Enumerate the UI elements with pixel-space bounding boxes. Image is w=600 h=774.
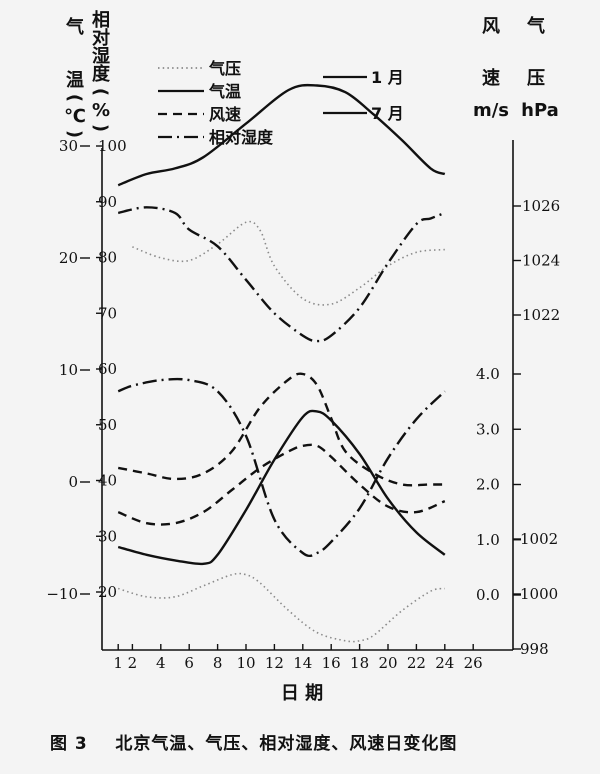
legend-label: 相对湿度	[209, 128, 274, 147]
humidity-title-char: 度	[92, 63, 111, 85]
wind-tick-label: 4.0	[476, 365, 500, 383]
humidity-tick-label: 20	[98, 583, 117, 601]
legend-label: 气压	[208, 59, 241, 78]
temperature-tick-label: 20	[59, 249, 78, 267]
series-line-7	[117, 372, 445, 487]
pressure-unit: hPa	[521, 100, 559, 121]
x-axis-label: 日 期	[281, 683, 323, 704]
axis-ticks: 3020100−1010090807060504030204.03.02.01.…	[46, 137, 560, 672]
humidity-tick-label: 40	[98, 472, 117, 490]
temperature-tick-label: 10	[59, 361, 78, 379]
humidity-tick-label: 30	[98, 527, 117, 545]
x-tick-label: 16	[322, 654, 341, 672]
legend-month-label: 7 月	[371, 104, 404, 123]
x-tick-label: 12	[265, 654, 284, 672]
series-line-1	[132, 220, 445, 306]
humidity-title-char: (	[90, 88, 111, 96]
temperature-title-char: (	[64, 94, 85, 102]
wind-title-char: 风	[482, 16, 500, 37]
series-line-5	[117, 409, 446, 566]
humidity-tick-label: 90	[98, 193, 117, 211]
pressure-tick-label: 1024	[522, 252, 560, 270]
humidity-tick-label: 70	[98, 304, 117, 322]
humidity-tick-label: 50	[98, 416, 117, 434]
humidity-tick-label: 60	[98, 360, 117, 378]
x-tick-label: 26	[464, 654, 483, 672]
wind-tick-label: 0.0	[476, 586, 500, 604]
figure-caption: 图 3 北京气温、气压、相对湿度、风速日变化图	[50, 733, 457, 754]
series-line-6	[117, 443, 446, 526]
pressure-tick-label: 1022	[522, 306, 560, 324]
pressure-tick-label: 1000	[520, 585, 558, 603]
temperature-title-char: ℃	[64, 106, 86, 127]
series-line-3	[117, 206, 446, 343]
wind-unit: m/s	[473, 100, 509, 121]
x-tick-label: 8	[213, 654, 223, 672]
humidity-title-char: 对	[92, 27, 110, 49]
humidity-title-char: )	[90, 124, 111, 132]
pressure-tick-label: 998	[520, 640, 549, 658]
x-tick-label: 20	[378, 654, 397, 672]
temperature-tick-label: −10	[46, 585, 78, 603]
humidity-tick-label: 100	[98, 137, 127, 155]
wind-tick-label: 1.0	[476, 531, 500, 549]
wind-tick-label: 2.0	[476, 476, 500, 494]
x-tick-label: 10	[236, 654, 255, 672]
humidity-tick-label: 80	[98, 249, 117, 267]
x-tick-label: 18	[350, 654, 369, 672]
humidity-title-char: 相	[92, 10, 110, 31]
wind-title-char: 速	[482, 67, 500, 89]
series-line-8	[117, 377, 446, 558]
x-tick-label: 2	[128, 654, 138, 672]
plot-frame	[101, 140, 514, 651]
wind-tick-label: 3.0	[476, 420, 500, 438]
series-layer	[117, 83, 446, 643]
temperature-title-char: 气	[65, 16, 84, 38]
pressure-title-char: 气	[526, 15, 545, 37]
humidity-title-char: %	[92, 100, 110, 121]
series-line-4	[117, 572, 445, 643]
pressure-title-char: 压	[527, 68, 545, 89]
x-tick-label: 4	[156, 654, 166, 672]
pressure-tick-label: 1002	[520, 530, 558, 548]
temperature-title-char: 温	[66, 70, 84, 91]
x-tick-label: 24	[435, 654, 454, 672]
temperature-tick-label: 0	[68, 473, 78, 491]
x-tick-label: 1	[113, 654, 123, 672]
legend-label: 气温	[208, 82, 241, 101]
temperature-title-char: )	[64, 130, 85, 138]
pressure-tick-label: 1026	[522, 197, 560, 215]
temperature-tick-label: 30	[59, 137, 78, 155]
x-tick-label: 6	[184, 654, 194, 672]
legend-label: 风速	[209, 105, 241, 124]
x-tick-label: 14	[293, 654, 312, 672]
legend-month-label: 1 月	[371, 68, 404, 87]
x-tick-label: 22	[407, 654, 426, 672]
humidity-title-char: 湿	[92, 46, 110, 67]
series-line-2	[117, 83, 446, 187]
